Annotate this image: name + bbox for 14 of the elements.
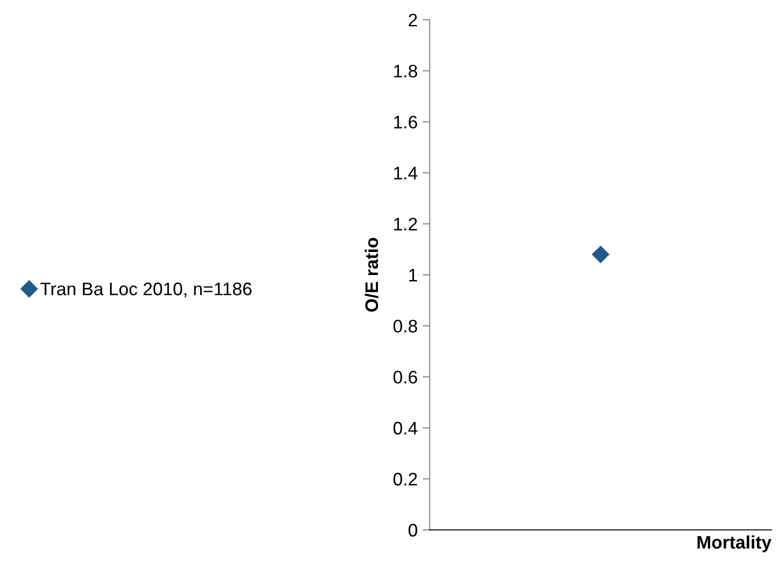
y-axis-title: O/E ratio — [364, 238, 378, 312]
x-axis-title: Mortality — [698, 535, 772, 552]
y-tick-label: 1 — [409, 268, 417, 282]
legend-label: Tran Ba Loc 2010, n=1186 — [40, 282, 252, 298]
y-tick-label: 0.8 — [393, 320, 418, 333]
y-tick-label: 0.6 — [393, 370, 418, 384]
y-tick-label: 1.6 — [394, 116, 418, 128]
y-tick-label: 1.2 — [394, 218, 417, 230]
y-tick-label: 0 — [408, 524, 418, 537]
y-tick-label: 0.4 — [393, 422, 418, 435]
y-tick-label: 1.8 — [394, 64, 418, 78]
y-tick-label: 0.2 — [393, 472, 417, 486]
y-tick-label: 2 — [408, 14, 417, 26]
y-tick-label: 1.4 — [394, 166, 418, 180]
